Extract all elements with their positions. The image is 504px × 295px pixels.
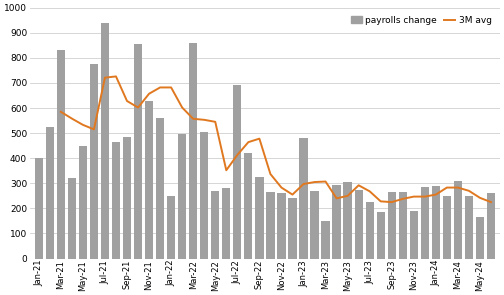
Bar <box>189 43 198 259</box>
Bar <box>288 198 296 259</box>
Bar <box>167 196 175 259</box>
Bar <box>233 86 241 259</box>
Bar <box>90 64 98 259</box>
Bar <box>333 185 341 259</box>
Bar <box>46 127 54 259</box>
Bar <box>134 44 142 259</box>
Bar <box>244 153 253 259</box>
Bar <box>255 177 264 259</box>
Bar <box>310 191 319 259</box>
Bar <box>376 212 385 259</box>
Bar <box>266 192 275 259</box>
Bar <box>421 187 429 259</box>
Legend: payrolls change, 3M avg: payrolls change, 3M avg <box>347 12 495 28</box>
Bar <box>322 221 330 259</box>
Bar <box>145 101 153 259</box>
Bar <box>299 138 307 259</box>
Bar <box>465 196 473 259</box>
Bar <box>454 181 462 259</box>
Bar <box>56 50 65 259</box>
Bar <box>35 158 43 259</box>
Bar <box>432 186 440 259</box>
Bar <box>443 196 451 259</box>
Bar <box>156 118 164 259</box>
Bar <box>354 190 363 259</box>
Bar <box>211 191 219 259</box>
Bar <box>410 211 418 259</box>
Bar <box>123 137 131 259</box>
Bar <box>101 23 109 259</box>
Bar <box>112 142 120 259</box>
Bar <box>476 217 484 259</box>
Bar <box>388 192 396 259</box>
Bar <box>365 202 374 259</box>
Bar <box>399 192 407 259</box>
Bar <box>200 132 208 259</box>
Bar <box>79 146 87 259</box>
Bar <box>344 182 352 259</box>
Bar <box>222 188 230 259</box>
Bar <box>487 193 495 259</box>
Bar <box>178 135 186 259</box>
Bar <box>277 193 286 259</box>
Bar <box>68 178 76 259</box>
